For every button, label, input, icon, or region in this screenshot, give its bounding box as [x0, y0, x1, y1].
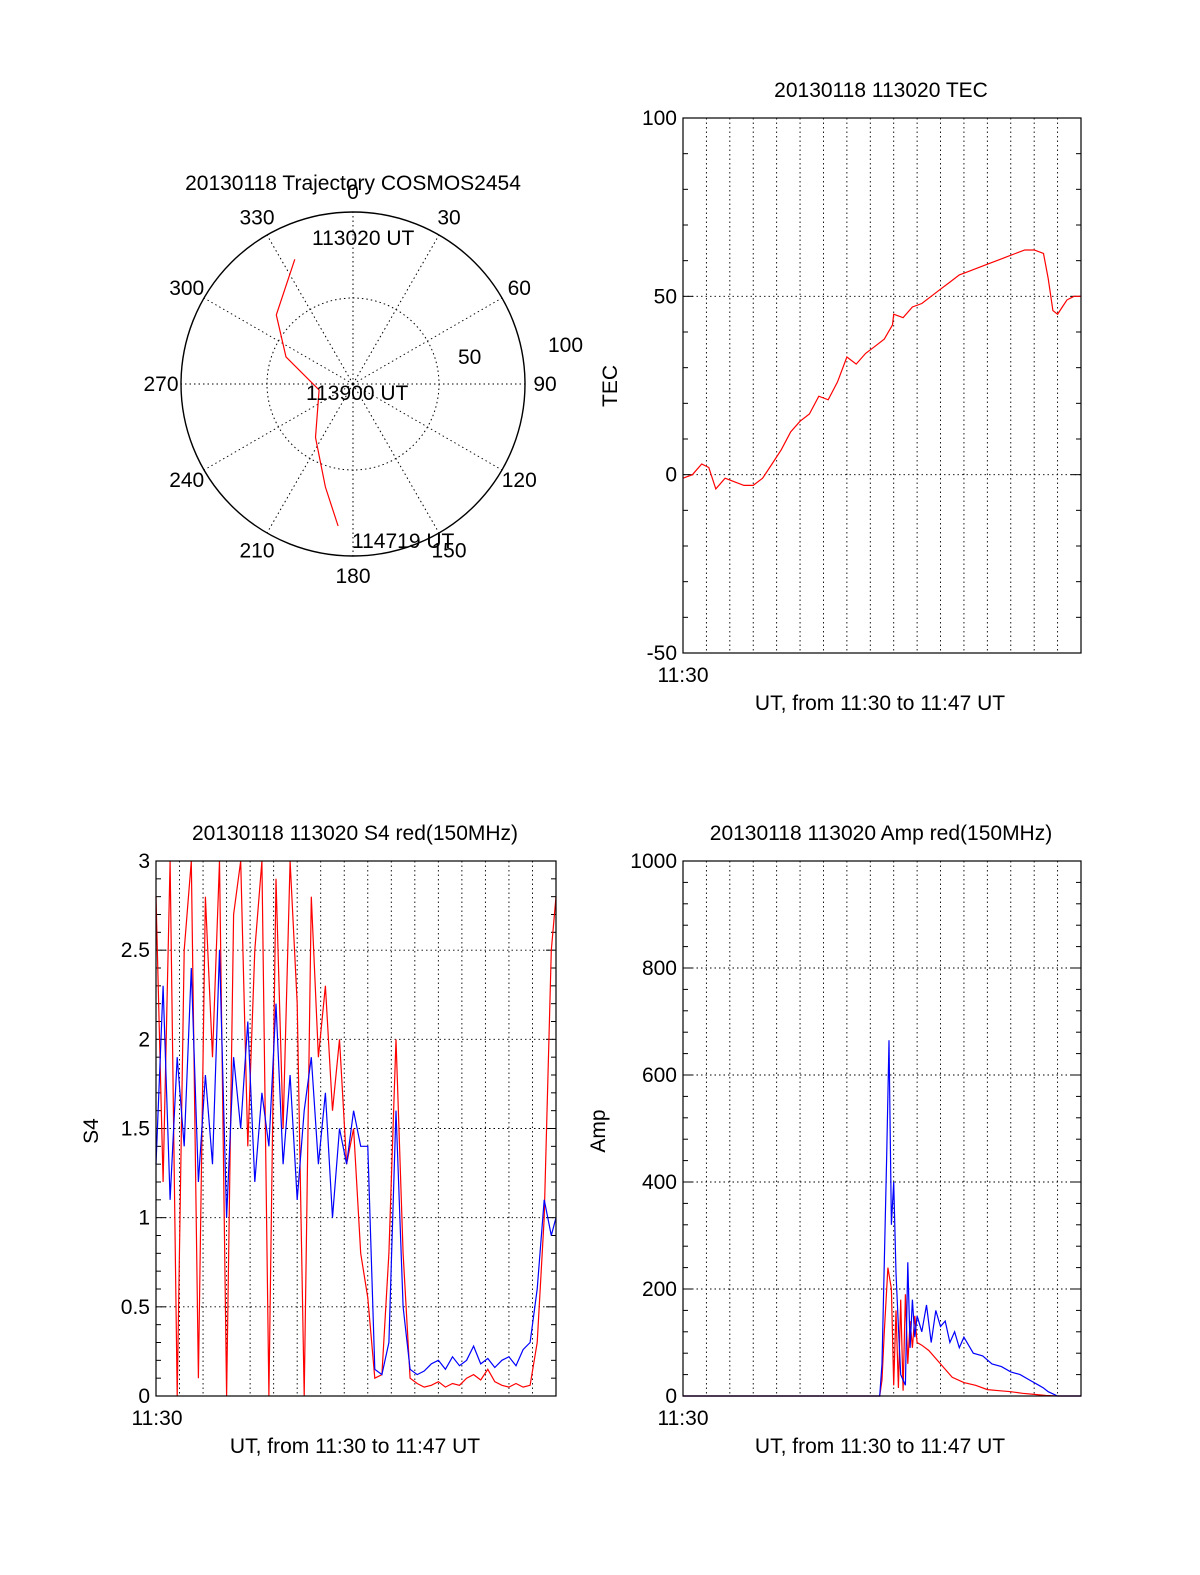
s4-grid — [156, 861, 556, 1396]
tec-y-tick-label: -50 — [647, 642, 677, 665]
polar-angle-label: 30 — [437, 207, 460, 230]
polar-radial-label-50: 50 — [458, 346, 481, 369]
s4-series-line-2 — [155, 950, 557, 1376]
s4-plot-frame — [155, 860, 557, 1397]
polar-spoke — [203, 297, 354, 385]
polar-spoke — [266, 234, 354, 385]
s4-y-axis-label: S4 — [80, 1118, 103, 1144]
polar-grid — [180, 211, 526, 557]
amp-x-axis-label: UT, from 11:30 to 11:47 UT — [755, 1435, 1005, 1458]
tec-panel: 20130118 113020 TEC 100 50 0 -50 11:30 UT, … — [599, 79, 1082, 715]
amp-y-tick-label: 400 — [642, 1171, 677, 1194]
amp-series-line-1 — [683, 1267, 1081, 1397]
s4-x-tick-label: 11:30 — [132, 1407, 183, 1430]
polar-annotation-end: 114719 UT — [352, 530, 455, 553]
amp-y-tick-label: 800 — [642, 957, 677, 980]
s4-y-tick-label: 1.5 — [121, 1118, 150, 1141]
polar-trajectory-line — [275, 259, 339, 527]
polar-angle-label: 300 — [169, 277, 204, 300]
s4-x-axis-label: UT, from 11:30 to 11:47 UT — [230, 1435, 480, 1458]
tec-y-tick-labels: 100 50 0 -50 — [642, 107, 677, 665]
polar-spoke — [203, 383, 354, 471]
polar-angle-label: 180 — [335, 565, 370, 588]
tec-x-axis-label: UT, from 11:30 to 11:47 UT — [755, 692, 1005, 715]
polar-radial-label-100: 100 — [548, 334, 583, 357]
amp-panel: 20130118 113020 Amp red(150MHz) 1000 800 6… — [587, 822, 1082, 1458]
polar-spoke — [352, 234, 440, 385]
s4-y-tick-label: 3 — [138, 850, 150, 873]
s4-y-tick-label: 2 — [138, 1028, 150, 1051]
tec-y-tick-label: 50 — [654, 285, 677, 308]
tec-x-tick-label: 11:30 — [658, 664, 709, 687]
s4-y-tick-label: 0 — [138, 1385, 150, 1408]
polar-angle-label: 210 — [239, 539, 274, 562]
polar-angle-label: 120 — [502, 469, 537, 492]
polar-angle-label: 150 — [431, 539, 466, 562]
polar-annotation-mid: 113900 UT — [306, 382, 409, 405]
s4-y-tick-label: 0.5 — [121, 1296, 150, 1319]
tec-series-group — [682, 249, 1081, 491]
s4-series-line-1 — [155, 860, 557, 1397]
s4-y-tick-label: 2.5 — [121, 939, 150, 962]
tec-title: 20130118 113020 TEC — [774, 79, 988, 102]
amp-grid — [683, 861, 1081, 1396]
amp-y-tick-label: 1000 — [630, 850, 677, 873]
tec-series-line-1 — [682, 249, 1081, 491]
polar-angle-label: 0 — [347, 181, 359, 204]
tec-y-axis-label: TEC — [599, 365, 622, 407]
polar-angle-label: 240 — [169, 469, 204, 492]
s4-panel: 20130118 113020 S4 red(150MHz) 3 2.5 2 1.5 1… — [80, 822, 557, 1458]
amp-y-tick-label: 200 — [642, 1278, 677, 1301]
s4-title: 20130118 113020 S4 red(150MHz) — [192, 822, 518, 845]
polar-spoke — [352, 383, 440, 534]
polar-angle-label: 60 — [508, 277, 531, 300]
polar-spoke — [266, 383, 354, 534]
amp-series-line-2 — [683, 1040, 1081, 1397]
tec-y-tick-label: 0 — [665, 464, 677, 487]
tec-y-tick-label: 100 — [642, 107, 677, 130]
amp-y-tick-labels: 1000 800 600 400 200 0 — [630, 850, 677, 1408]
polar-panel: 20130118 Trajectory COSMOS2454 0 30 60 90 12… — [143, 172, 583, 588]
amp-y-tick-label: 600 — [642, 1064, 677, 1087]
polar-spoke — [352, 297, 503, 385]
amp-series-group — [683, 1040, 1081, 1397]
polar-angle-label: 90 — [533, 373, 556, 396]
amp-plot-frame — [682, 860, 1082, 1397]
s4-y-tick-labels: 3 2.5 2 1.5 1 0.5 0 — [121, 850, 150, 1408]
amp-title: 20130118 113020 Amp red(150MHz) — [710, 822, 1052, 845]
amp-x-tick-label: 11:30 — [658, 1407, 709, 1430]
polar-angle-label: 270 — [143, 373, 178, 396]
amp-y-axis-label: Amp — [587, 1109, 610, 1152]
s4-series-group — [155, 860, 557, 1397]
tec-grid — [683, 118, 1081, 653]
tec-plot-frame — [682, 117, 1082, 654]
s4-y-tick-label: 1 — [138, 1207, 150, 1230]
amp-y-tick-label: 0 — [665, 1385, 677, 1408]
polar-title: 20130118 Trajectory COSMOS2454 — [185, 172, 521, 195]
polar-spoke — [352, 383, 503, 471]
polar-angle-label: 330 — [239, 207, 274, 230]
polar-annotation-start: 113020 UT — [312, 227, 415, 250]
polar-angle-labels: 0 30 60 90 120 150 180 210 240 270 300 330 — [143, 181, 556, 588]
